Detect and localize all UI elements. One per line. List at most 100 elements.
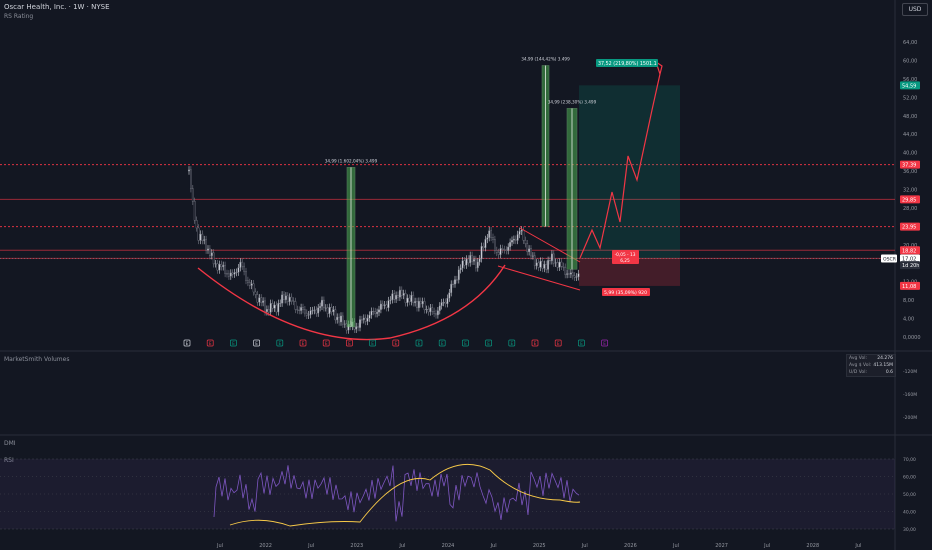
candle-body xyxy=(437,310,439,316)
candle-body xyxy=(547,260,550,270)
candle-body xyxy=(425,309,428,311)
rsi-axis-label: 60,00 xyxy=(903,475,916,481)
candle-body xyxy=(262,300,264,303)
price-tag: 29,85 xyxy=(902,197,916,203)
candle-body xyxy=(497,252,500,255)
x-tick-label: 2023 xyxy=(350,543,363,549)
earnings-marker-label: E xyxy=(394,341,397,346)
candle-body xyxy=(319,306,321,308)
x-tick-label: 2022 xyxy=(259,543,272,549)
candle-body xyxy=(486,237,489,240)
rs-rating-label: RS Rating xyxy=(4,13,34,20)
candle-body xyxy=(207,248,209,251)
candle-body xyxy=(556,262,559,268)
candle-body xyxy=(285,295,287,300)
currency-button[interactable]: USD xyxy=(902,3,928,16)
candle-body xyxy=(450,283,453,293)
candle-body xyxy=(423,301,426,311)
candle-body xyxy=(342,315,344,325)
x-tick-label: 2024 xyxy=(442,543,455,549)
candle-body xyxy=(338,316,340,323)
x-tick-label: Jul xyxy=(307,543,314,549)
earnings-marker xyxy=(438,339,446,347)
candle-body xyxy=(224,265,226,274)
candle-body xyxy=(399,289,401,298)
candle-body xyxy=(321,299,323,307)
candle-body xyxy=(195,220,198,229)
ticker-tag: OSCR xyxy=(883,257,897,263)
candle-body xyxy=(380,303,382,310)
candle-body xyxy=(442,301,445,303)
candle-body xyxy=(511,239,513,243)
candle-body xyxy=(355,326,358,330)
price-tag-bg xyxy=(900,246,920,255)
x-tick-label: Jul xyxy=(216,543,223,549)
earnings-marker-label: E xyxy=(510,341,513,346)
price-tag-bg xyxy=(900,261,920,270)
candle-body xyxy=(530,248,532,257)
candle-body xyxy=(203,239,206,241)
cup-arc xyxy=(197,264,506,341)
earnings-marker xyxy=(554,339,562,347)
earnings-marker-label: E xyxy=(348,341,351,346)
earnings-marker-label: E xyxy=(441,341,444,346)
measure-label: 34,99 (238,30%) 3.499 xyxy=(548,99,597,104)
earnings-marker-label: E xyxy=(557,341,560,346)
earnings-marker-label: E xyxy=(232,341,235,346)
x-tick-label: Jul xyxy=(398,543,405,549)
rsi-ma-line xyxy=(229,463,581,527)
candle-body xyxy=(541,260,544,269)
rsi-axis-label: 70,00 xyxy=(903,457,916,463)
rsi-pane-label: RSI xyxy=(4,457,14,464)
candle-body xyxy=(199,233,202,241)
candle-body xyxy=(416,301,418,309)
earnings-marker xyxy=(462,339,469,347)
candle-body xyxy=(385,304,388,308)
candle-body xyxy=(516,234,519,241)
candle-body xyxy=(421,301,424,305)
candle-body xyxy=(226,273,228,275)
candle-body xyxy=(570,272,572,275)
candle-body xyxy=(258,297,261,303)
y-tick-label: 20,00 xyxy=(903,243,917,249)
candle-body xyxy=(210,252,213,256)
y-tick-label: 64,00 xyxy=(903,40,917,46)
candle-body xyxy=(459,267,462,270)
price-tag: 54,59 xyxy=(902,83,916,89)
price-tag: 1d 20h xyxy=(902,263,919,269)
candle-body xyxy=(227,273,230,277)
candle-body xyxy=(406,297,409,303)
candle-body xyxy=(562,266,565,268)
candle-body xyxy=(476,261,479,269)
candle-body xyxy=(480,246,483,260)
candle-body xyxy=(197,227,200,241)
candle-body xyxy=(239,261,242,268)
candle-body xyxy=(328,307,331,314)
candle-body xyxy=(304,309,306,314)
earnings-marker xyxy=(531,339,539,347)
candle-body xyxy=(505,249,508,251)
entry-label-line2: 6,25 xyxy=(620,258,630,264)
candle-body xyxy=(383,304,386,306)
earnings-marker xyxy=(253,339,260,347)
candle-body xyxy=(307,314,310,316)
candle-body xyxy=(374,311,377,314)
price-tag: 37,39 xyxy=(902,163,916,169)
candle-body xyxy=(551,253,553,262)
earnings-marker-label: E xyxy=(603,341,606,346)
price-tag-bg xyxy=(900,254,920,263)
candle-body xyxy=(378,309,380,313)
earnings-marker xyxy=(415,339,423,347)
candle-body xyxy=(545,264,548,270)
earnings-marker-label: E xyxy=(534,341,537,346)
x-tick-label: 2026 xyxy=(624,543,637,549)
price-tag-bg xyxy=(900,281,920,290)
candle-body xyxy=(452,283,454,285)
candle-body xyxy=(433,311,435,314)
candle-body xyxy=(302,307,304,310)
x-tick-label: 2028 xyxy=(806,543,819,549)
candle-body xyxy=(533,255,536,266)
y-tick-label: 40,00 xyxy=(903,151,917,157)
candle-body xyxy=(554,262,557,264)
